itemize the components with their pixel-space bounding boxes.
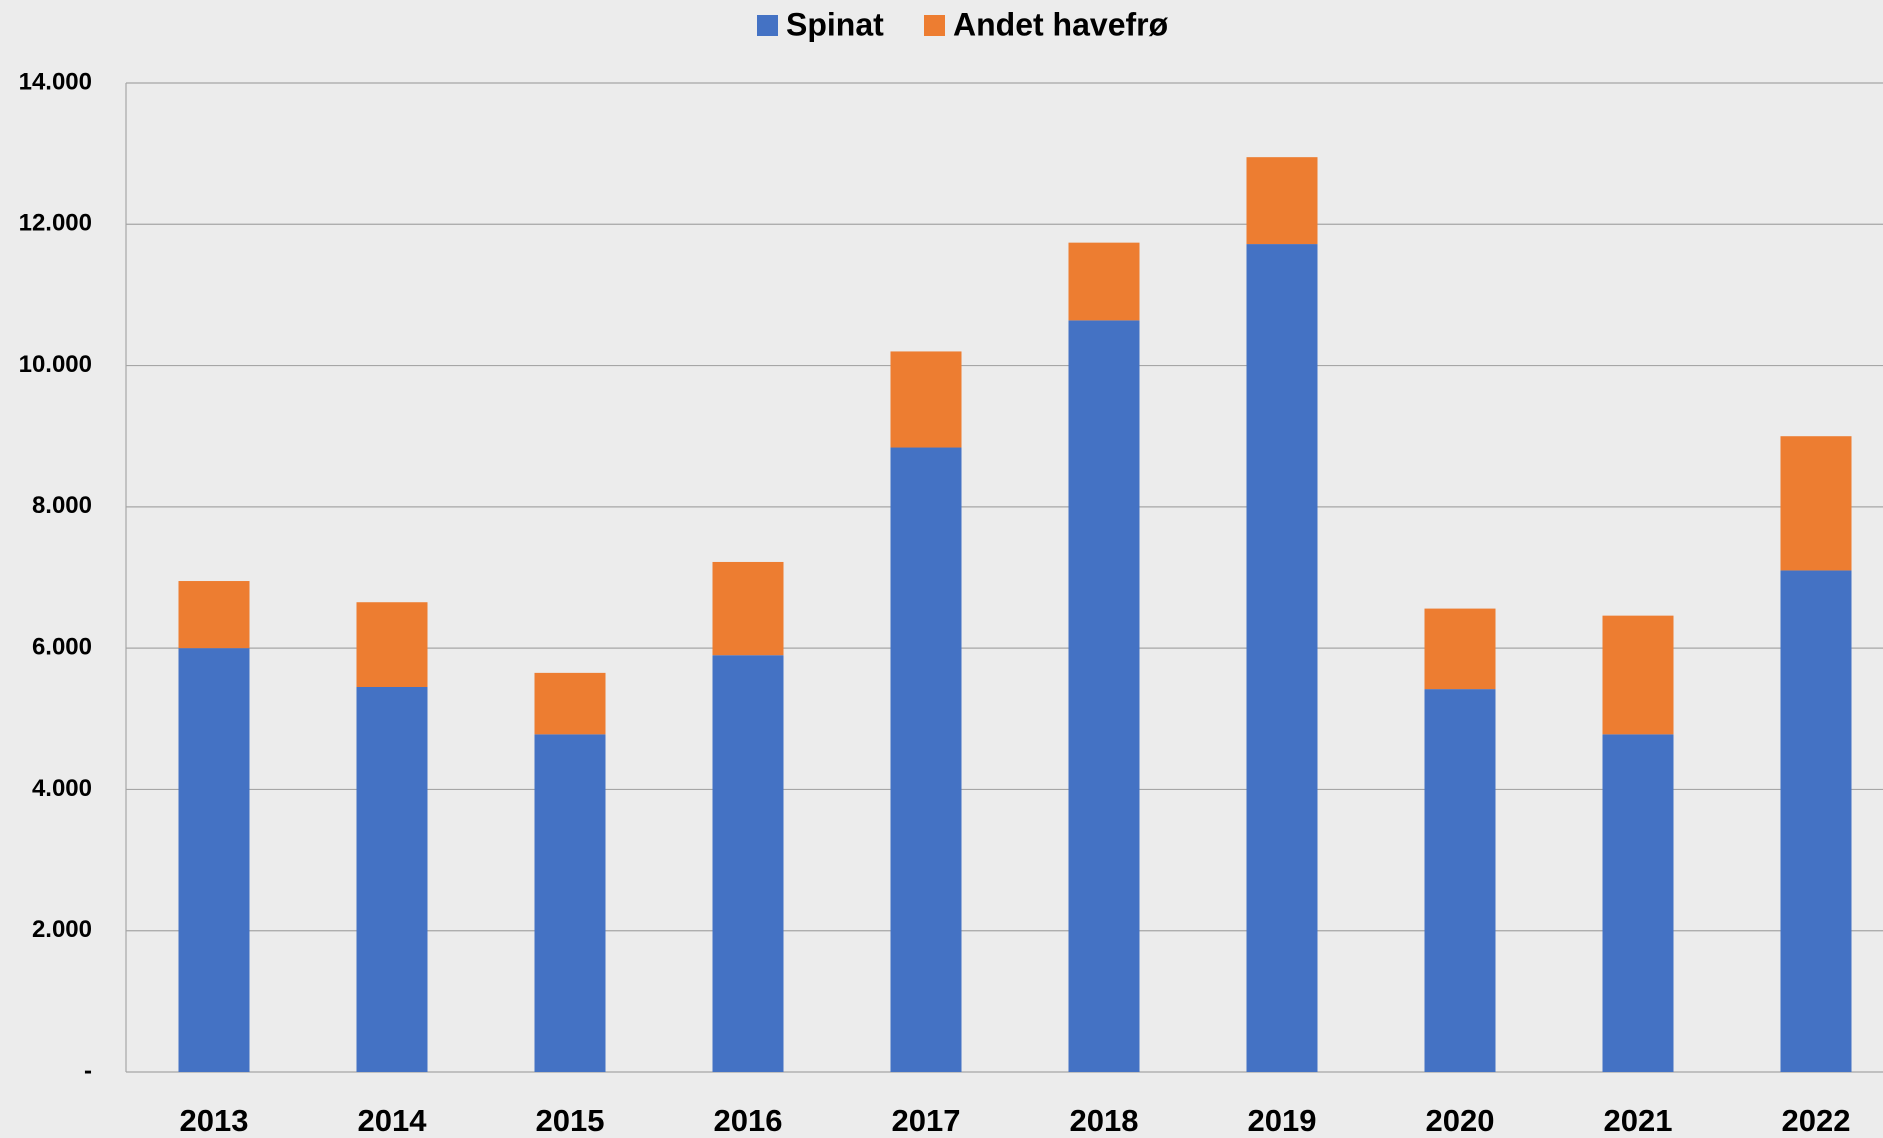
bar-segment	[1780, 570, 1852, 1072]
x-tick-label: 2019	[1248, 1103, 1317, 1138]
bar-segment	[356, 686, 428, 1072]
x-tick-label: 2017	[892, 1103, 961, 1138]
bar-segment	[1602, 615, 1674, 735]
y-tick-label: 12.000	[19, 210, 92, 237]
x-tick-label: 2020	[1426, 1103, 1495, 1138]
y-tick-label: 8.000	[32, 492, 92, 519]
bar-segment	[1246, 157, 1318, 245]
legend-label: Spinat	[786, 6, 884, 42]
y-tick-label: 2.000	[32, 916, 92, 943]
x-tick-label: 2015	[536, 1103, 605, 1138]
y-tick-label: 6.000	[32, 633, 92, 660]
bar-segment	[712, 655, 784, 1072]
y-tick-label: 14.000	[19, 68, 92, 95]
x-tick-label: 2021	[1604, 1103, 1673, 1138]
bar-segment	[1246, 244, 1318, 1072]
legend-label: Andet havefrø	[953, 6, 1169, 42]
bar-segment	[712, 561, 784, 656]
y-tick-label: -	[84, 1057, 92, 1084]
bar-segment	[1068, 320, 1140, 1072]
bar-segment	[1424, 689, 1496, 1072]
bar-segment	[356, 602, 428, 687]
legend-swatch	[924, 15, 945, 36]
bar-segment	[1424, 608, 1496, 690]
bar-segment	[890, 447, 962, 1072]
x-tick-label: 2014	[358, 1103, 428, 1138]
legend-swatch	[757, 15, 778, 36]
bar-segment	[178, 581, 250, 649]
bar-segment	[890, 351, 962, 448]
x-tick-label: 2016	[714, 1103, 783, 1138]
bar-segment	[534, 672, 606, 735]
x-tick-label: 2018	[1070, 1103, 1139, 1138]
y-tick-label: 10.000	[19, 351, 92, 378]
bar-segment	[1602, 734, 1674, 1072]
bar-segment	[178, 648, 250, 1072]
bar-segment	[1780, 436, 1852, 571]
bar-segment	[534, 734, 606, 1072]
y-tick-label: 4.000	[32, 775, 92, 802]
x-tick-label: 2022	[1782, 1103, 1851, 1138]
bar-segment	[1068, 242, 1140, 321]
x-tick-label: 2013	[180, 1103, 249, 1138]
